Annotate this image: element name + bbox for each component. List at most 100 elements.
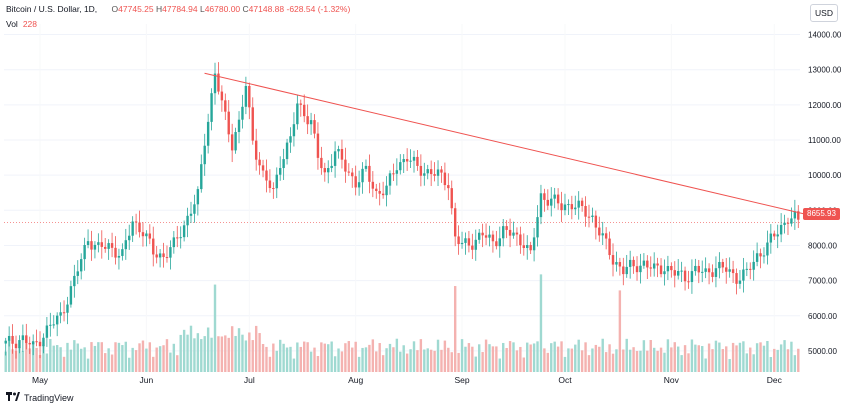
candle-body <box>114 247 117 258</box>
volume-bar <box>649 340 652 372</box>
candle-body <box>165 257 169 259</box>
volume-bar <box>285 347 289 372</box>
candle-body <box>104 246 107 249</box>
candle-body <box>502 226 505 239</box>
candle-body <box>680 270 683 272</box>
candle-body <box>464 238 467 243</box>
candle-body <box>649 267 652 269</box>
volume-bar <box>742 341 745 372</box>
candle-body <box>7 335 11 341</box>
price-axis[interactable]: 5000.006000.007000.008000.009000.0010000… <box>808 31 842 356</box>
candle-body <box>608 238 611 256</box>
volume-bar <box>224 335 227 372</box>
candle-body <box>594 215 598 228</box>
price-tick-label: 10000.00 <box>808 171 842 180</box>
candlesticks[interactable] <box>4 62 800 359</box>
candle-body <box>508 229 512 236</box>
volume-bar <box>38 355 42 372</box>
candle-body <box>759 253 762 257</box>
volume-bar <box>460 339 464 372</box>
candle-body <box>148 233 152 239</box>
volume-bar <box>488 344 491 372</box>
volume-bar <box>405 353 409 372</box>
volume-bar <box>217 336 220 372</box>
volume-bar <box>186 334 189 372</box>
volume-bar <box>128 357 131 372</box>
volume-bar <box>622 349 625 372</box>
candle-body <box>625 266 628 275</box>
volume-bar <box>426 348 429 372</box>
candle-body <box>488 234 491 238</box>
volume-bar <box>567 348 570 372</box>
time-tick-label: Jul <box>244 375 255 385</box>
tradingview-logo[interactable]: TradingView <box>6 392 74 404</box>
time-axis[interactable]: May Jun Jul Aug Sep Oct Nov Dec <box>32 375 783 385</box>
volume-bar <box>457 352 460 372</box>
candle-body <box>474 239 477 250</box>
candle-body <box>296 103 299 125</box>
change-value: -628.54 (-1.32%) <box>286 4 351 14</box>
volume-bar <box>182 329 186 372</box>
candle-body <box>237 119 241 133</box>
candle-body <box>742 269 745 281</box>
volume-bar <box>100 342 103 372</box>
candle-body <box>622 266 625 275</box>
candle-body <box>155 254 158 258</box>
volume-bar <box>505 347 508 372</box>
candle-body <box>344 159 347 172</box>
candle-body <box>670 265 673 271</box>
candle-body <box>656 263 659 266</box>
candle-body <box>158 253 162 258</box>
volume-bar <box>220 336 224 372</box>
candle-body <box>73 275 76 287</box>
candle-body <box>471 245 474 250</box>
volume-bar <box>666 339 670 372</box>
volume-bar <box>604 352 608 372</box>
candle-body <box>498 238 501 247</box>
volume-bar <box>25 339 28 372</box>
volume-bar <box>474 356 477 372</box>
candle-body <box>512 232 515 236</box>
candle-body <box>285 142 289 160</box>
volume-bar <box>646 350 649 372</box>
candle-body <box>230 134 234 151</box>
candle-body <box>598 227 601 236</box>
price-tick-label: 12000.00 <box>808 101 842 110</box>
volume-bar <box>59 347 62 372</box>
volume-bar <box>145 348 148 372</box>
candle-body <box>62 312 66 314</box>
volume-bar <box>230 326 234 372</box>
candle-body <box>769 233 773 243</box>
volume-bar <box>124 341 128 372</box>
tradingview-logo-text: TradingView <box>24 393 74 403</box>
volume-bar <box>601 338 604 372</box>
candle-body <box>121 249 124 256</box>
trendline[interactable] <box>204 72 812 217</box>
volume-bar <box>773 348 776 372</box>
candle-body <box>752 261 755 270</box>
currency-button[interactable]: USD <box>810 4 838 22</box>
volume-bar <box>172 343 176 372</box>
candle-body <box>707 268 711 273</box>
candle-body <box>563 204 567 211</box>
volume-bar <box>306 342 309 372</box>
candle-body <box>591 215 594 217</box>
volume-bar <box>278 339 282 372</box>
candle-body <box>773 233 776 237</box>
volume-bar <box>797 348 800 372</box>
candle-body <box>282 159 285 169</box>
volume-bar <box>351 347 354 372</box>
volume-bar <box>162 345 165 372</box>
volume-bar <box>176 355 179 372</box>
candle-body <box>347 171 351 173</box>
candle-body <box>375 188 378 191</box>
low-value: 46780.00 <box>204 4 241 14</box>
candle-body <box>745 268 749 270</box>
volume-bar <box>330 341 333 372</box>
candle-body <box>275 174 278 189</box>
candle-body <box>292 124 296 137</box>
candle-body <box>4 340 7 344</box>
volume-bar <box>316 355 320 372</box>
volume-bar <box>248 332 251 372</box>
